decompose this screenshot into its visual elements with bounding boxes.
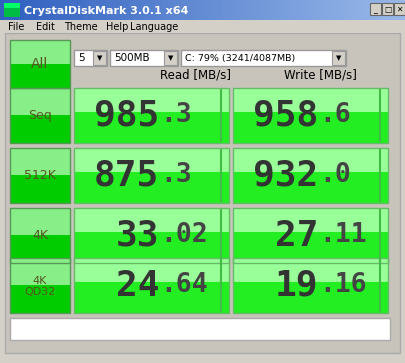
Text: C: 79% (3241/4087MB): C: 79% (3241/4087MB) bbox=[185, 53, 295, 62]
Bar bbox=[74, 88, 229, 143]
Text: All: All bbox=[31, 57, 49, 71]
Bar bbox=[233, 88, 388, 143]
Bar bbox=[74, 258, 229, 313]
Bar bbox=[10, 208, 70, 263]
Bar bbox=[110, 50, 178, 66]
Bar bbox=[74, 88, 229, 112]
Text: .02: .02 bbox=[160, 223, 208, 249]
Text: ✕: ✕ bbox=[396, 5, 403, 14]
Bar bbox=[10, 258, 70, 313]
Text: Write [MB/s]: Write [MB/s] bbox=[284, 69, 356, 82]
Bar bbox=[10, 148, 70, 203]
Bar bbox=[74, 148, 229, 172]
Text: Seq: Seq bbox=[28, 109, 52, 122]
Text: 4K: 4K bbox=[32, 229, 48, 242]
Text: .0: .0 bbox=[319, 163, 351, 188]
Bar bbox=[74, 258, 229, 282]
Text: .64: .64 bbox=[160, 273, 208, 298]
Bar bbox=[233, 208, 388, 263]
Text: ▼: ▼ bbox=[168, 55, 173, 61]
Text: ▼: ▼ bbox=[336, 55, 341, 61]
Bar bbox=[233, 258, 388, 313]
Bar bbox=[10, 40, 70, 88]
Text: 27: 27 bbox=[275, 219, 318, 253]
Text: 512K: 512K bbox=[24, 169, 56, 182]
Text: 932: 932 bbox=[253, 159, 318, 192]
Bar bbox=[332, 51, 345, 65]
Bar bbox=[233, 208, 388, 263]
Bar bbox=[74, 88, 229, 143]
Bar bbox=[74, 50, 107, 66]
Text: .11: .11 bbox=[319, 223, 367, 249]
Text: □: □ bbox=[384, 5, 391, 14]
Text: 24: 24 bbox=[116, 269, 159, 302]
Bar bbox=[10, 318, 390, 340]
Text: 4K: 4K bbox=[33, 276, 47, 286]
Bar bbox=[74, 208, 229, 263]
Bar bbox=[10, 40, 70, 88]
Bar bbox=[10, 208, 70, 263]
Bar bbox=[394, 3, 405, 15]
Bar bbox=[74, 148, 229, 203]
Bar bbox=[10, 258, 70, 285]
Text: 985: 985 bbox=[94, 98, 159, 132]
Bar bbox=[10, 148, 70, 203]
Bar bbox=[382, 3, 393, 15]
Text: Help: Help bbox=[106, 22, 128, 32]
Bar bbox=[93, 51, 106, 65]
Text: .3: .3 bbox=[160, 102, 192, 129]
Bar bbox=[10, 148, 70, 175]
Bar bbox=[233, 88, 388, 112]
Text: .6: .6 bbox=[319, 102, 351, 129]
Bar bbox=[10, 40, 70, 64]
Text: Read [MB/s]: Read [MB/s] bbox=[160, 69, 232, 82]
Text: File: File bbox=[8, 22, 24, 32]
Bar bbox=[10, 208, 70, 235]
Text: QD32: QD32 bbox=[24, 287, 55, 298]
Bar bbox=[74, 208, 229, 263]
Bar bbox=[10, 88, 70, 115]
Text: 500MB: 500MB bbox=[114, 53, 149, 63]
Bar bbox=[233, 208, 388, 232]
Bar bbox=[74, 258, 229, 313]
Bar bbox=[233, 148, 388, 172]
Text: Language: Language bbox=[130, 22, 178, 32]
Bar bbox=[233, 258, 388, 282]
Bar bbox=[10, 88, 70, 143]
Bar bbox=[164, 51, 177, 65]
Text: 875: 875 bbox=[94, 159, 159, 192]
Text: .16: .16 bbox=[319, 273, 367, 298]
Bar bbox=[74, 148, 229, 203]
Text: 5: 5 bbox=[78, 53, 85, 63]
Bar bbox=[233, 258, 388, 313]
Bar bbox=[10, 258, 70, 313]
Text: 33: 33 bbox=[116, 219, 159, 253]
Text: _: _ bbox=[373, 5, 377, 14]
Bar bbox=[5, 33, 400, 353]
Text: Theme: Theme bbox=[64, 22, 98, 32]
Text: ▼: ▼ bbox=[97, 55, 102, 61]
Bar bbox=[10, 88, 70, 143]
Text: .3: .3 bbox=[160, 163, 192, 188]
Text: CrystalDiskMark 3.0.1 x64: CrystalDiskMark 3.0.1 x64 bbox=[24, 6, 188, 16]
Bar bbox=[233, 148, 388, 203]
Bar bbox=[233, 148, 388, 203]
Bar bbox=[181, 50, 346, 66]
Bar bbox=[4, 3, 20, 17]
Bar bbox=[74, 208, 229, 232]
Bar bbox=[0, 20, 405, 33]
Text: Edit: Edit bbox=[36, 22, 55, 32]
Bar bbox=[4, 3, 20, 8]
Bar bbox=[233, 88, 388, 143]
Text: 19: 19 bbox=[275, 269, 318, 302]
Text: 958: 958 bbox=[253, 98, 318, 132]
Bar bbox=[370, 3, 381, 15]
